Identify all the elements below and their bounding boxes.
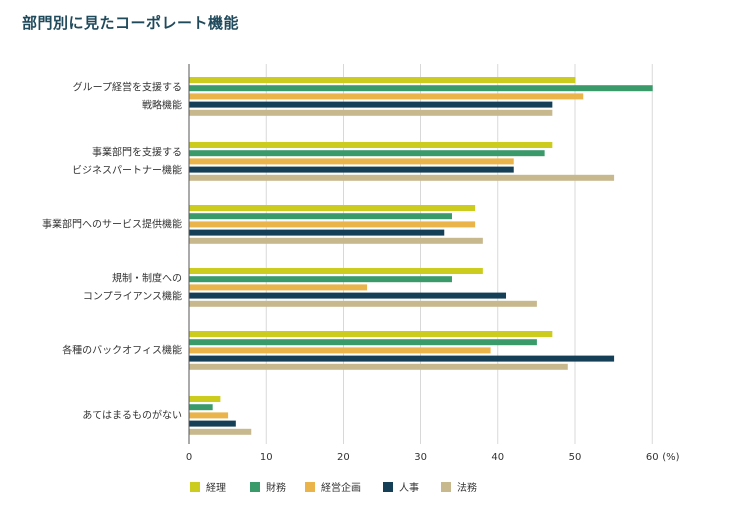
legend-label: 人事 xyxy=(399,481,419,494)
category-label: グループ経営を支援する xyxy=(73,81,182,94)
category-label: 各種のバックオフィス機能 xyxy=(62,344,182,357)
category-label: ビジネスパートナー機能 xyxy=(72,164,182,177)
bar-経営企画-4 xyxy=(189,347,491,354)
legend-swatch xyxy=(190,482,200,492)
legend-label: 財務 xyxy=(266,481,286,494)
bar-財務-0 xyxy=(189,85,653,92)
bar-人事-4 xyxy=(189,355,615,362)
legend-label: 経営企画 xyxy=(321,481,361,494)
bar-財務-2 xyxy=(189,213,452,220)
bar-財務-5 xyxy=(189,404,213,411)
bar-法務-1 xyxy=(189,174,615,181)
category-label: あてはまるものがない xyxy=(82,409,182,422)
bar-経理-0 xyxy=(189,77,576,83)
chart-title: 部門別に見たコーポレート機能 xyxy=(22,14,240,32)
bar-法務-4 xyxy=(189,363,568,370)
legend-swatch xyxy=(383,482,393,492)
legend-label: 法務 xyxy=(457,481,477,494)
x-tick-label: 40 xyxy=(491,452,504,463)
x-tick-label: 20 xyxy=(337,452,350,463)
bar-人事-0 xyxy=(189,101,553,108)
x-tick-label: 10 xyxy=(260,452,273,463)
bar-経営企画-1 xyxy=(189,158,514,165)
bar-財務-3 xyxy=(189,276,452,283)
unit-label: (%) xyxy=(662,452,679,463)
legend-swatch xyxy=(441,482,451,492)
bar-法務-0 xyxy=(189,109,553,116)
x-tick-label: 50 xyxy=(569,452,582,463)
bar-法務-3 xyxy=(189,300,537,307)
bar-人事-2 xyxy=(189,229,445,236)
bar-人事-3 xyxy=(189,292,507,299)
bar-経営企画-5 xyxy=(189,412,229,419)
category-label: コンプライアンス機能 xyxy=(83,290,182,303)
bar-経営企画-3 xyxy=(189,284,368,291)
bar-経理-1 xyxy=(189,142,553,148)
legend-label: 経理 xyxy=(206,481,226,494)
x-tick-label: 60 xyxy=(646,452,659,463)
bar-経理-2 xyxy=(189,205,476,211)
bar-経営企画-0 xyxy=(189,93,584,100)
bar-人事-5 xyxy=(189,420,236,427)
bar-経理-4 xyxy=(189,331,553,337)
legend-swatch xyxy=(250,482,260,492)
bar-経営企画-2 xyxy=(189,221,476,228)
x-tick-label: 30 xyxy=(414,452,427,463)
category-label: 戦略機能 xyxy=(142,99,182,112)
bar-法務-5 xyxy=(189,428,252,435)
bar-経理-5 xyxy=(189,396,221,402)
category-label: 規制・制度への xyxy=(112,272,182,285)
category-label: 事業部門を支援する xyxy=(92,146,182,159)
category-label: 事業部門へのサービス提供機能 xyxy=(42,218,182,231)
bar-法務-2 xyxy=(189,237,483,244)
bar-財務-4 xyxy=(189,339,537,346)
x-tick-label: 0 xyxy=(186,452,192,463)
bar-経理-3 xyxy=(189,268,483,274)
bar-人事-1 xyxy=(189,166,514,173)
legend-swatch xyxy=(305,482,315,492)
bar-財務-1 xyxy=(189,150,545,157)
